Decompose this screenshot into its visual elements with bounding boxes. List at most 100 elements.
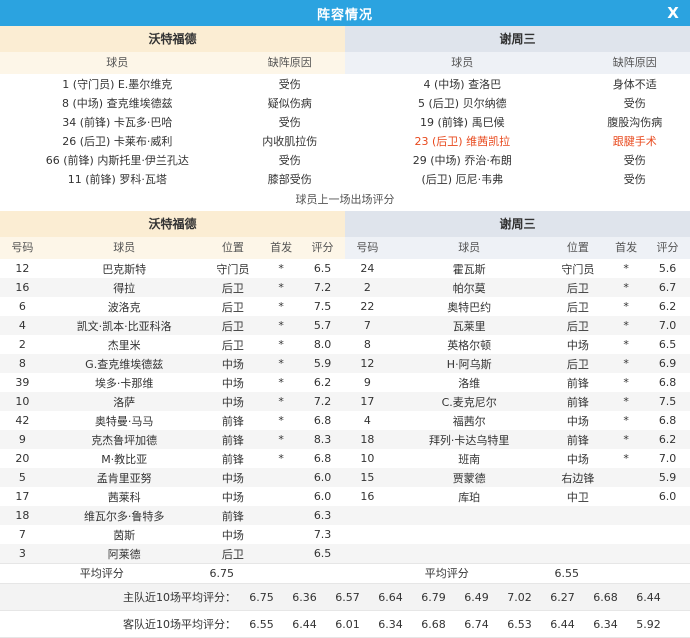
injury-reason: 疑似伤病 — [267, 96, 312, 110]
spacer-cell — [607, 525, 645, 544]
table-row: 22 奥特巴约 后卫 * 6.2 — [345, 297, 690, 316]
home-form-values: 6.75 6.36 6.57 6.64 6.79 6.49 7.02 6.27 6.68 6.44 — [240, 591, 670, 604]
lineup-player-name: 奥特曼·马马 — [94, 414, 154, 428]
injury-row: 11 (前锋) 罗科·瓦塔 膝部受伤 — [0, 169, 345, 188]
lineup-player-rating: 5.7 — [313, 319, 332, 332]
form-rating-value: 6.75 — [249, 590, 274, 604]
form-rating-value: 6.49 — [464, 590, 489, 604]
home-form-row: 主队近10场平均评分： 6.75 6.36 6.57 6.64 6.79 6.49 7.02… — [0, 583, 690, 610]
injury-row: (后卫) 厄尼·韦弗 受伤 — [345, 169, 690, 188]
lineup-player-rating: 6.8 — [658, 376, 677, 389]
lineup-player-position: 中场 — [221, 471, 244, 485]
lineup-player-rating: 8.3 — [313, 433, 332, 446]
injury-player-name: 1 (守门员) E.墨尔维克 — [62, 77, 173, 91]
injury-player-name: 19 (前锋) 禹巳候 — [420, 115, 505, 129]
lineup-player-number: 3 — [18, 547, 26, 560]
injury-home-team-name: 沃特福德 — [0, 26, 345, 52]
lineup-player-position: 前锋 — [566, 433, 589, 447]
lineup-player-name: 英格尔顿 — [447, 338, 492, 352]
injury-away-header: 球员 缺阵原因 — [345, 52, 690, 74]
lineup-header-number: 号码 — [11, 241, 34, 254]
home-average-label: 平均评分 — [79, 567, 124, 580]
lineup-player-number: 12 — [15, 262, 30, 275]
lineup-player-name: 洛萨 — [113, 395, 136, 409]
lineup-player-number: 24 — [360, 262, 375, 275]
table-row: 20 M·教比亚 前锋 * 6.8 — [0, 449, 345, 468]
lineup-player-name: 得拉 — [113, 281, 136, 295]
table-row: 16 库珀 中卫 6.0 — [345, 487, 690, 506]
lineup-player-name: M·教比亚 — [101, 452, 148, 466]
table-row: 17 茜莱科 中场 6.0 — [0, 487, 345, 506]
lineup-player-number: 20 — [15, 452, 30, 465]
injury-reason: 受伤 — [278, 77, 301, 91]
spacer-cell — [345, 544, 390, 563]
lineup-player-number: 2 — [18, 338, 26, 351]
injury-reason: 受伤 — [623, 153, 646, 167]
lineup-player-starter: * — [278, 452, 284, 465]
spacer-cell — [390, 506, 549, 525]
lineup-player-starter: * — [278, 300, 284, 313]
form-rating-value: 6.44 — [550, 617, 575, 631]
form-rating-value: 6.68 — [421, 617, 446, 631]
lineup-player-name: 茜莱科 — [107, 490, 141, 504]
lineup-player-position: 前锋 — [566, 395, 589, 409]
table-row: 10 班南 中场 * 7.0 — [345, 449, 690, 468]
lineup-player-name: 瓦莱里 — [452, 319, 486, 333]
form-rating-value: 6.79 — [421, 590, 446, 604]
lineup-home-table-wrap: 12 巴克斯特 守门员 * 6.5 16 得拉 后卫 * 7.2 6 波洛克 后卫 * 7.5 4 凯文·凯本·… — [0, 259, 345, 563]
lineup-player-starter: * — [623, 262, 629, 275]
injury-row: 34 (前锋) 卡瓦多·巴哈 受伤 — [0, 112, 345, 131]
lineup-player-rating: 7.0 — [658, 319, 677, 332]
lineup-player-starter: * — [278, 262, 284, 275]
table-row: 17 C.麦克尼尔 前锋 * 7.5 — [345, 392, 690, 411]
spacer-cell — [390, 525, 549, 544]
lineup-header-starter: 首发 — [615, 241, 638, 254]
lineup-header-starter: 首发 — [270, 241, 293, 254]
injury-reason: 受伤 — [278, 115, 301, 129]
lineup-player-starter: * — [278, 357, 284, 370]
form-rating-value: 6.44 — [292, 617, 317, 631]
lineup-player-rating: 6.2 — [313, 376, 332, 389]
table-row: 18 维瓦尔多·鲁特多 前锋 6.3 — [0, 506, 345, 525]
lineup-player-number: 16 — [15, 281, 30, 294]
injury-player-name: 66 (前锋) 内斯托里·伊兰孔达 — [45, 153, 189, 167]
table-row: 4 福茜尔 中场 * 6.8 — [345, 411, 690, 430]
injury-tables: 1 (守门员) E.墨尔维克 受伤 8 (中场) 查克维埃德兹 疑似伤病 34 (前锋)… — [0, 74, 690, 188]
lineup-player-position: 后卫 — [566, 281, 589, 295]
lineup-player-starter: * — [278, 433, 284, 446]
lineup-player-position: 前锋 — [221, 433, 244, 447]
lineup-player-name: 库珀 — [458, 490, 481, 504]
injury-header-player: 球员 — [106, 56, 129, 69]
lineup-player-rating: 7.5 — [658, 395, 677, 408]
lineup-player-rating: 5.6 — [658, 262, 677, 275]
lineup-home-team-name: 沃特福德 — [0, 211, 345, 237]
lineup-player-number: 10 — [15, 395, 30, 408]
lineup-player-rating: 6.5 — [658, 338, 677, 351]
lineup-player-name: 拜列·卡达乌特里 — [428, 433, 510, 447]
injury-away-table: 4 (中场) 查洛巴 身体不适 5 (后卫) 贝尔纳德 受伤 19 (前锋) 禹巳候 腹股… — [345, 74, 690, 188]
injury-row: 8 (中场) 查克维埃德兹 疑似伤病 — [0, 93, 345, 112]
away-average-rating: 平均评分 6.55 — [345, 563, 690, 583]
away-form-values: 6.55 6.44 6.01 6.34 6.68 6.74 6.53 6.44 6.34 5.92 — [240, 618, 670, 631]
form-rating-value: 6.68 — [593, 590, 618, 604]
injury-player-name: 23 (后卫) 维茜凯拉 — [414, 134, 511, 148]
lineup-player-position: 右边锋 — [561, 471, 595, 485]
injury-player-name: 34 (前锋) 卡瓦多·巴哈 — [62, 115, 173, 129]
lineup-player-number: 4 — [18, 319, 26, 332]
lineup-header-player: 球员 — [458, 241, 481, 254]
lineup-player-starter: * — [278, 376, 284, 389]
injury-reason: 内收肌拉伤 — [262, 134, 318, 148]
table-row: 7 瓦莱里 后卫 * 7.0 — [345, 316, 690, 335]
injury-player-name: (后卫) 厄尼·韦弗 — [421, 172, 504, 186]
spacer-cell — [645, 544, 690, 563]
lineup-player-number: 5 — [18, 471, 26, 484]
injury-header-reason: 缺阵原因 — [267, 56, 312, 69]
lineup-player-position: 中卫 — [566, 490, 589, 504]
injury-row: 26 (后卫) 卡莱布·威利 内收肌拉伤 — [0, 131, 345, 150]
lineup-header-position: 位置 — [221, 241, 244, 254]
table-row: 12 巴克斯特 守门员 * 6.5 — [0, 259, 345, 278]
injury-away-team-name: 谢周三 — [345, 26, 690, 52]
lineup-player-name: 福茜尔 — [452, 414, 486, 428]
lineup-player-name: H·阿乌斯 — [446, 357, 492, 371]
close-icon[interactable]: X — [667, 3, 679, 22]
